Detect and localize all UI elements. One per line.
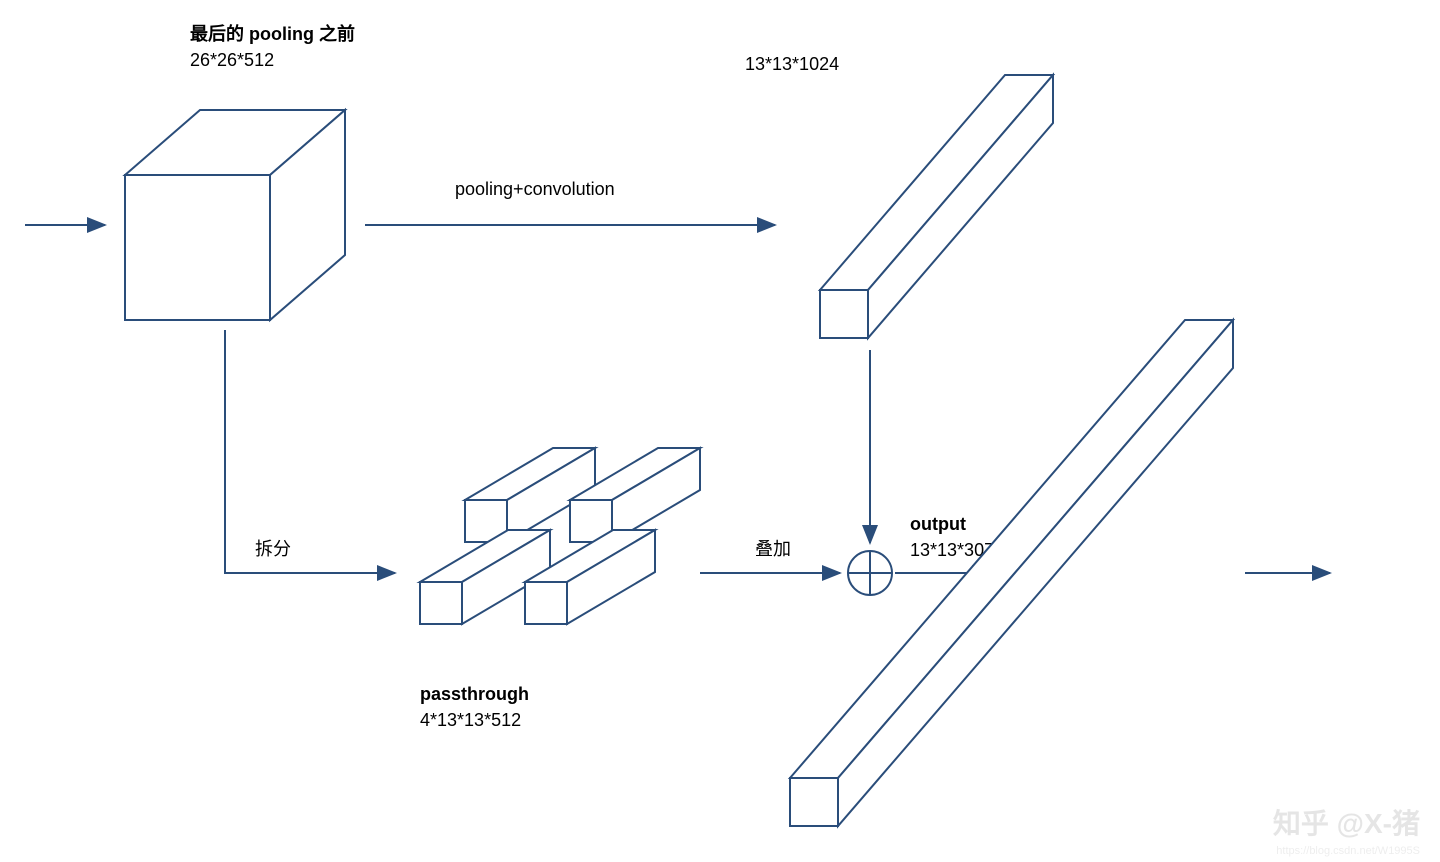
watermark-url: https://blog.csdn.net/W1995S: [1276, 845, 1420, 857]
split-label: 拆分: [255, 539, 291, 559]
output-title: output: [910, 514, 966, 534]
concat-symbol: [848, 551, 892, 595]
block2-bar: [820, 75, 1053, 338]
block2-dim: 13*13*1024: [745, 54, 839, 74]
passthrough-title: passthrough: [420, 684, 529, 704]
block1-title: 最后的 pooling 之前: [190, 23, 355, 44]
arrow-pooling-label: pooling+convolution: [455, 179, 615, 199]
watermark: 知乎 @X-猪: [1273, 802, 1420, 842]
concat-label: 叠加: [755, 539, 791, 559]
passthrough-group: [420, 448, 700, 624]
block1-cube: [125, 110, 345, 320]
block1-dim: 26*26*512: [190, 50, 274, 70]
arrow-split: [225, 330, 395, 573]
passthrough-dim: 4*13*13*512: [420, 710, 521, 730]
diagram-canvas: 最后的 pooling 之前 26*26*512 pooling+convolu…: [0, 0, 1440, 862]
